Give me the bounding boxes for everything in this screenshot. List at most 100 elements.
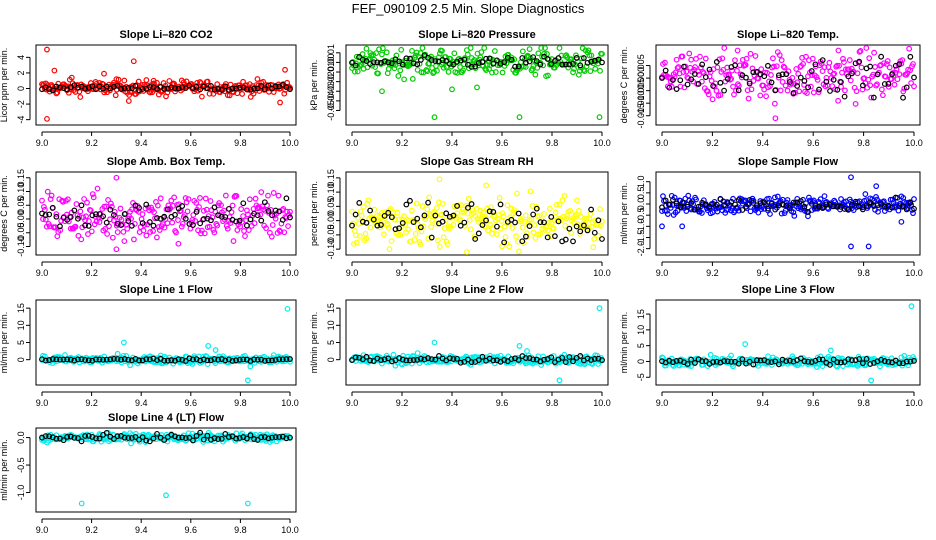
- reference-point: [515, 210, 522, 217]
- data-point: [546, 205, 553, 212]
- reference-point: [417, 56, 424, 63]
- data-point: [685, 192, 692, 199]
- data-point: [833, 63, 840, 70]
- outlier-point: [244, 377, 251, 384]
- reference-point: [845, 356, 852, 363]
- data-point: [599, 218, 605, 225]
- reference-point: [775, 361, 782, 368]
- reference-point: [407, 55, 413, 62]
- data-point: [440, 64, 447, 71]
- y-tick-label: 15: [16, 303, 26, 313]
- outlier-point: [386, 246, 393, 253]
- data-point: [47, 196, 54, 203]
- reference-point: [82, 222, 89, 229]
- reference-point: [200, 356, 207, 363]
- reference-point: [508, 56, 515, 63]
- y-tick-label: 0.10: [16, 183, 26, 201]
- reference-point: [103, 219, 110, 226]
- reference-point: [265, 208, 272, 214]
- x-tick-label: 9.8: [234, 525, 247, 535]
- data-point: [428, 224, 435, 230]
- data-point: [766, 195, 772, 202]
- reference-point: [468, 201, 475, 207]
- reference-point: [385, 59, 392, 66]
- reference-point: [143, 437, 150, 444]
- reference-point: [562, 359, 569, 365]
- reference-point: [512, 63, 518, 70]
- data-point: [450, 222, 457, 228]
- data-point: [541, 50, 547, 57]
- reference-point: [53, 83, 60, 90]
- reference-point: [457, 57, 464, 64]
- data-point: [527, 188, 534, 195]
- data-point: [199, 93, 205, 100]
- data-point: [197, 79, 203, 85]
- reference-point: [670, 77, 676, 83]
- y-tick-label: -0.015: [636, 103, 646, 129]
- x-tick-label: 9.4: [135, 525, 148, 535]
- reference-point: [243, 86, 250, 93]
- reference-point: [494, 57, 500, 64]
- x-tick-label: 9.4: [446, 138, 459, 148]
- reference-point: [269, 357, 275, 364]
- reference-point: [801, 77, 808, 84]
- data-point: [526, 46, 533, 52]
- data-point: [385, 224, 392, 231]
- panel-title: Slope Amb. Box Temp.: [107, 156, 226, 168]
- reference-point: [269, 212, 275, 219]
- reference-point: [218, 435, 225, 442]
- reference-point: [190, 356, 196, 363]
- reference-point: [222, 431, 229, 437]
- data-point: [722, 209, 729, 216]
- y-axis-label: ml/min per min.: [309, 312, 319, 374]
- data-point: [561, 193, 568, 199]
- data-point: [483, 67, 490, 74]
- data-point: [771, 194, 778, 201]
- data-point: [56, 196, 63, 203]
- x-tick-label: 9.0: [346, 268, 359, 278]
- data-point: [868, 94, 875, 101]
- reference-point: [193, 433, 200, 439]
- reference-point: [885, 80, 892, 87]
- data-point: [436, 244, 443, 250]
- data-point: [465, 195, 472, 202]
- data-point: [664, 211, 671, 217]
- reference-point: [75, 356, 81, 363]
- data-point: [871, 49, 878, 56]
- data-point: [519, 224, 526, 231]
- outlier-point: [431, 339, 438, 346]
- data-point: [509, 224, 516, 231]
- data-point: [412, 230, 419, 237]
- x-tick-label: 9.4: [757, 138, 770, 148]
- data-point: [198, 230, 204, 237]
- data-point: [363, 235, 370, 242]
- y-tick-label: -0.03: [326, 81, 336, 102]
- reference-point: [889, 204, 895, 211]
- reference-point: [410, 219, 417, 226]
- reference-point: [797, 74, 804, 81]
- reference-point: [410, 357, 417, 363]
- x-tick-label: 9.6: [185, 398, 198, 408]
- reference-point: [863, 356, 870, 362]
- reference-point: [359, 218, 366, 225]
- reference-point: [779, 201, 786, 208]
- data-point: [885, 83, 892, 90]
- data-point: [573, 211, 579, 218]
- reference-point: [772, 87, 779, 94]
- reference-point: [659, 204, 665, 211]
- y-tick-label: 1.0: [636, 175, 646, 188]
- reference-point: [356, 54, 363, 60]
- data-point: [269, 222, 276, 228]
- reference-point: [830, 356, 837, 363]
- reference-point: [870, 203, 877, 209]
- data-point: [150, 228, 156, 234]
- reference-point: [577, 62, 584, 69]
- outlier-point: [474, 84, 480, 91]
- outlier-point: [848, 174, 854, 181]
- reference-point: [100, 356, 107, 363]
- data-point: [776, 52, 783, 58]
- data-point: [192, 217, 199, 224]
- data-point: [838, 196, 844, 202]
- data-point: [104, 231, 111, 237]
- reference-point: [580, 55, 587, 61]
